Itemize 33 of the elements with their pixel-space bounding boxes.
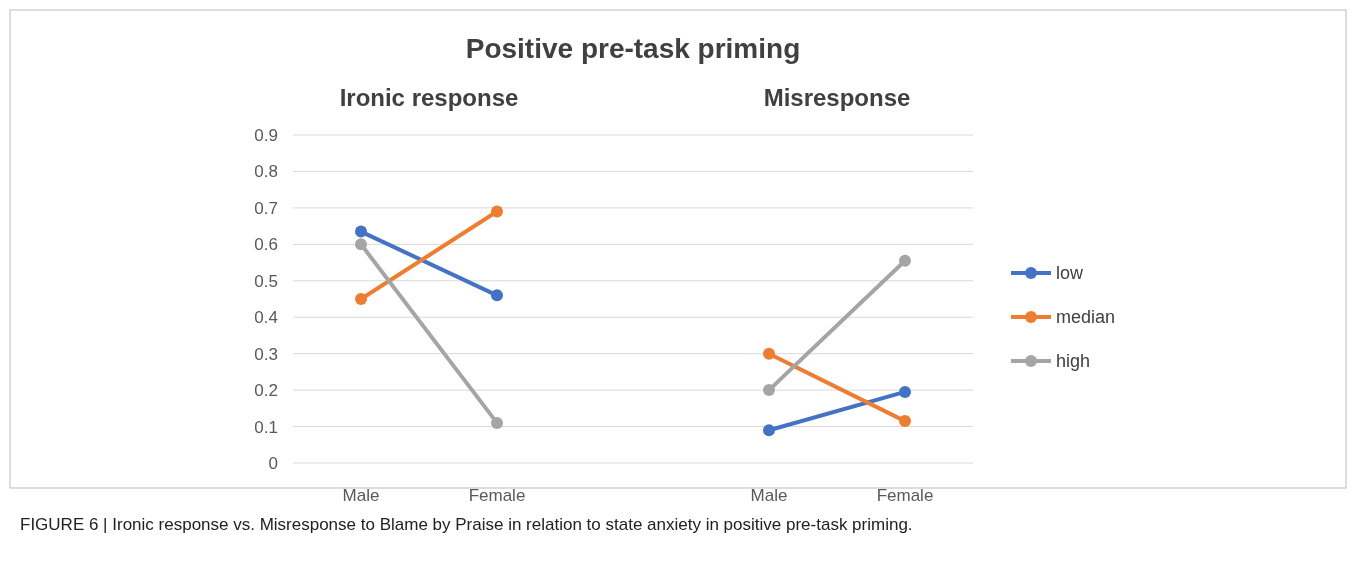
legend-label: median (1056, 307, 1116, 327)
x-tick-label: Female (876, 486, 934, 505)
y-tick-label: 0.1 (254, 417, 278, 437)
caption: FIGURE 6 | Ironic response vs. Misresponse to Blame by Praise in relation to state anxiety in positive pre-task priming. (20, 515, 913, 534)
text: Ironic response (339, 84, 519, 111)
legend-label: high (1056, 351, 1091, 371)
y-tick-label: 0.3 (254, 344, 278, 364)
y-tick-label: 0.9 (254, 126, 278, 145)
point (763, 347, 775, 360)
y-tick-label: 0.8 (254, 162, 278, 182)
y-tick-label: 0.6 (254, 235, 278, 255)
x-tick-label: Female (468, 486, 526, 505)
point (491, 416, 503, 429)
y-tick-label: 0.5 (254, 271, 278, 291)
y-tick-label: 0 (268, 454, 278, 473)
chart-title: Positive pre-task priming (465, 33, 801, 64)
point (355, 238, 367, 251)
point (899, 385, 911, 398)
legend-label: low (1056, 263, 1085, 283)
point (763, 384, 775, 397)
x-tick-label: Male (750, 486, 788, 505)
text: Misresponse (763, 84, 911, 111)
x-tick-label: Male (342, 486, 380, 505)
y-tick-label: 0.4 (254, 308, 278, 328)
y-tick-label: 0.7 (254, 198, 278, 218)
point (355, 225, 367, 238)
point (763, 424, 775, 437)
point (491, 205, 503, 218)
point (899, 254, 911, 267)
point (899, 415, 911, 428)
point (355, 293, 367, 305)
y-tick-label: 0.2 (254, 381, 278, 401)
point (491, 289, 503, 302)
